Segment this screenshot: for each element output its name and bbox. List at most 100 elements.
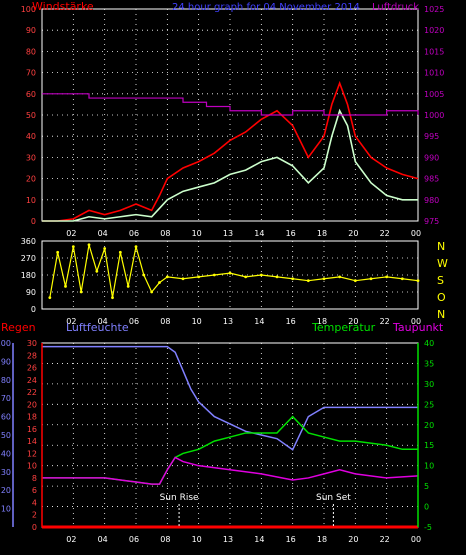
- tick-label: 20: [26, 175, 36, 184]
- tick-label: 22: [380, 317, 390, 326]
- tick-label: 20: [1, 486, 11, 495]
- tick-label: 30: [26, 153, 36, 162]
- tick-label: 16: [286, 229, 296, 238]
- panel-2-series: [48, 243, 420, 300]
- tick-label: 10: [27, 462, 37, 471]
- tick-label: 22: [27, 388, 37, 397]
- data-point: [79, 290, 83, 294]
- data-point: [150, 290, 154, 294]
- data-point: [48, 296, 52, 300]
- tick-label: 60: [1, 413, 11, 422]
- tick-label: 270: [21, 254, 36, 263]
- tick-label: 90: [1, 357, 11, 366]
- tick-label: 1010: [424, 69, 444, 78]
- panel-2-left-ticks: 0 90 180 270 360: [21, 237, 36, 314]
- right-axis-label: Luftdruck: [372, 2, 419, 13]
- x-axis-ticks: 02 04 06 08 10 13 14 16 18 20 22 00 02 04 06 08 10 13 14 16…: [66, 229, 421, 544]
- data-point: [134, 245, 138, 249]
- tick-label: 1020: [424, 26, 444, 35]
- direction-label: N: [437, 240, 445, 253]
- series-line-1: [42, 345, 418, 451]
- data-point: [56, 250, 60, 254]
- tick-label: 1015: [424, 47, 444, 56]
- tick-label: 980: [424, 196, 439, 205]
- tick-label: 02: [66, 317, 76, 326]
- tick-label: 10: [26, 196, 36, 205]
- tick-label: 16: [286, 535, 296, 544]
- tick-label: 40: [26, 132, 36, 141]
- data-point: [181, 277, 185, 281]
- data-point: [275, 275, 279, 279]
- tick-label: 20: [348, 535, 358, 544]
- chart-title: 24 hour graph for 04 November 2014: [172, 2, 360, 13]
- data-point: [142, 273, 146, 277]
- tick-label: 35: [424, 359, 434, 368]
- tick-label: 10: [192, 535, 202, 544]
- tick-label: 80: [1, 376, 11, 385]
- tick-label: 975: [424, 217, 439, 226]
- tick-label: 4: [32, 498, 37, 507]
- data-point: [95, 269, 99, 273]
- tick-label: 985: [424, 175, 439, 184]
- legend-temperatur: Temperatur: [311, 321, 376, 334]
- tick-label: 70: [1, 394, 11, 403]
- tick-label: 0: [32, 523, 37, 532]
- data-point: [353, 279, 357, 283]
- tick-label: 1000: [424, 111, 444, 120]
- tick-label: -5: [424, 523, 432, 532]
- annotation-label: Sun Rise: [160, 493, 199, 503]
- data-point: [338, 275, 342, 279]
- data-point: [111, 296, 114, 300]
- tick-label: 08: [160, 317, 170, 326]
- legend-taupunkt: Taupunkt: [392, 321, 444, 334]
- panel-3-series: [42, 345, 419, 529]
- panel-1-series: [42, 80, 419, 222]
- data-point: [197, 275, 201, 279]
- tick-label: 90: [26, 26, 36, 35]
- tick-label: 06: [129, 317, 139, 326]
- tick-label: 00: [411, 317, 421, 326]
- tick-label: 10: [192, 229, 202, 238]
- series-line-2: [42, 93, 419, 116]
- data-point: [64, 284, 67, 288]
- tick-label: 0: [31, 217, 36, 226]
- series-line-3: [42, 456, 419, 485]
- tick-label: 04: [98, 535, 108, 544]
- data-point: [400, 277, 404, 281]
- tick-label: 00: [411, 229, 421, 238]
- tick-label: 16: [27, 425, 37, 434]
- tick-label: 22: [380, 229, 390, 238]
- data-point: [212, 273, 216, 277]
- direction-label: O: [437, 291, 446, 304]
- tick-label: 5: [424, 482, 429, 491]
- tick-label: 18: [317, 535, 327, 544]
- series-line-0: [42, 80, 419, 222]
- data-point: [291, 277, 295, 281]
- annotation-label: Sun Set: [316, 493, 351, 503]
- direction-label: S: [437, 274, 444, 287]
- tick-label: 22: [380, 535, 390, 544]
- data-point: [385, 275, 389, 279]
- tick-label: 70: [26, 69, 36, 78]
- tick-label: 10: [424, 462, 434, 471]
- tick-label: 20: [348, 317, 358, 326]
- left-axis-label: Windstärke: [32, 0, 94, 13]
- tick-label: 15: [424, 441, 434, 450]
- tick-label: 180: [21, 271, 36, 280]
- tick-label: 06: [129, 535, 139, 544]
- tick-label: 18: [317, 317, 327, 326]
- data-point: [259, 273, 263, 277]
- direction-label: N: [437, 308, 445, 321]
- tick-label: 18: [317, 229, 327, 238]
- tick-label: 13: [223, 229, 233, 238]
- tick-label: 8: [32, 474, 37, 483]
- tick-label: 25: [424, 400, 434, 409]
- tick-label: 08: [160, 229, 170, 238]
- tick-label: 02: [66, 229, 76, 238]
- tick-label: 30: [1, 468, 11, 477]
- series-line-0: [49, 244, 419, 298]
- data-point: [228, 271, 232, 275]
- panel-3-annotations: Sun Rise Sun Set: [160, 493, 351, 527]
- tick-label: 04: [98, 317, 108, 326]
